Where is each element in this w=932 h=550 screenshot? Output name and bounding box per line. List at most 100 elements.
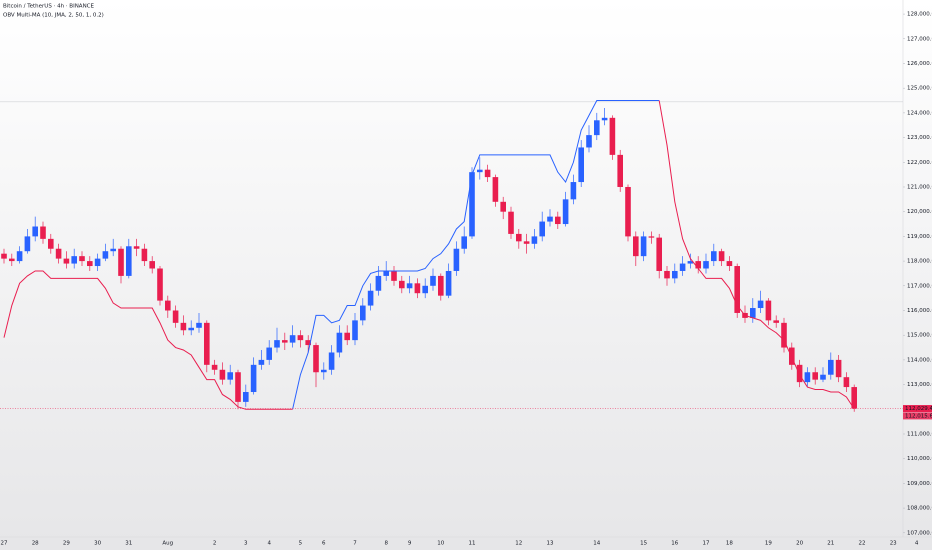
chart-title: Bitcoin / TetherUS · 4h · BINANCE [3, 4, 95, 10]
x-tick-label: 16 [671, 541, 678, 547]
x-tick-label: 4 [915, 541, 919, 547]
candle-body [328, 352, 335, 370]
y-tick-label: 110,000.00 [907, 456, 932, 462]
candle-body [469, 172, 475, 237]
candle-body [625, 186, 631, 237]
candle-body [180, 322, 187, 331]
candle-body [601, 117, 608, 121]
candle-body [126, 246, 132, 276]
candle-body [110, 248, 116, 252]
candle-body [227, 372, 233, 380]
candle-body [594, 120, 600, 136]
candle-body [406, 283, 413, 289]
candle-body [633, 236, 639, 257]
x-tick-label: 19 [765, 541, 772, 547]
candle-body [40, 226, 46, 239]
y-tick-label: 109,000.00 [907, 481, 932, 487]
candle-body [305, 340, 311, 346]
candle-body [664, 270, 670, 279]
candle-body [266, 347, 272, 360]
y-tick-label: 115,000.00 [907, 333, 932, 339]
candle-body [297, 335, 304, 341]
obv-ma-line [3, 270, 293, 410]
candle-body [274, 340, 280, 348]
candle-body [55, 248, 62, 259]
candle-body [196, 322, 202, 328]
candle-body [344, 332, 350, 341]
candle-body [63, 258, 70, 264]
candle-body [461, 236, 467, 249]
candle-body [399, 280, 405, 289]
candle-body [547, 216, 553, 222]
candle-body [313, 345, 319, 373]
candle-body [828, 359, 834, 375]
indicator-tag-label: 112,015.67 [905, 413, 932, 419]
candle-body [87, 261, 93, 267]
x-tick-label: 11 [469, 541, 476, 547]
x-tick-label: 30 [94, 541, 101, 547]
candle-body [703, 261, 709, 269]
candle-body [258, 359, 265, 365]
y-tick-label: 118,000.00 [907, 259, 932, 265]
y-tick-label: 119,000.00 [907, 234, 932, 240]
x-tick-label: Aug [162, 541, 173, 547]
candle-body [672, 270, 678, 279]
y-tick-label: 108,000.00 [907, 506, 932, 512]
candle-body [188, 327, 194, 331]
candle-body [796, 364, 803, 383]
candle-body [695, 261, 701, 269]
candle-body [360, 305, 366, 321]
y-tick-label: 128,000.00 [907, 12, 932, 18]
candle-body [422, 285, 428, 294]
candle-body [289, 335, 296, 343]
candle-body [820, 374, 826, 380]
candle-body [734, 266, 740, 313]
x-tick-label: 18 [726, 541, 733, 547]
candle-body [282, 340, 288, 343]
candle-body [204, 322, 210, 365]
candle-body [477, 169, 483, 173]
y-tick-label: 117,000.00 [907, 283, 932, 289]
x-tick-label: 6 [322, 541, 326, 547]
candle-body [640, 236, 647, 257]
candle-body [172, 310, 179, 323]
price-tag [903, 405, 932, 413]
y-tick-label: 116,000.00 [907, 308, 932, 314]
candle-body [438, 275, 444, 296]
x-tick-label: 8 [384, 541, 388, 547]
candle-body [843, 377, 850, 388]
candle-body [71, 256, 77, 264]
x-tick-label: 9 [408, 541, 412, 547]
candle-body [79, 256, 85, 262]
candle-body [243, 392, 249, 402]
candle-body [757, 300, 764, 309]
candle-body [235, 372, 241, 402]
candle-body [711, 251, 717, 262]
candle-body [609, 117, 616, 155]
candle-body [102, 251, 109, 259]
y-tick-label: 107,000.00 [907, 530, 932, 536]
candle-body [118, 248, 124, 276]
candle-body [726, 261, 733, 267]
candle-body [656, 237, 662, 271]
y-tick-label: 125,000.00 [907, 86, 932, 92]
candle-body [718, 251, 725, 262]
candle-body [508, 211, 514, 234]
candle-body [94, 258, 101, 267]
candle-body [453, 248, 460, 271]
candle-body [383, 270, 389, 276]
candle-body [765, 300, 772, 321]
candle-body [539, 221, 545, 237]
candle-body [804, 372, 811, 383]
candle-body [352, 320, 358, 341]
indicator-name: OBV Multi-MA (10, JMA, 2, 50, 1, 0.2) [3, 13, 104, 19]
candle-body [516, 233, 522, 242]
candle-body [250, 364, 257, 393]
y-tick-label: 123,000.00 [907, 135, 932, 141]
candle-body [16, 251, 23, 262]
candle-body [445, 270, 452, 296]
candle-body [321, 369, 327, 373]
